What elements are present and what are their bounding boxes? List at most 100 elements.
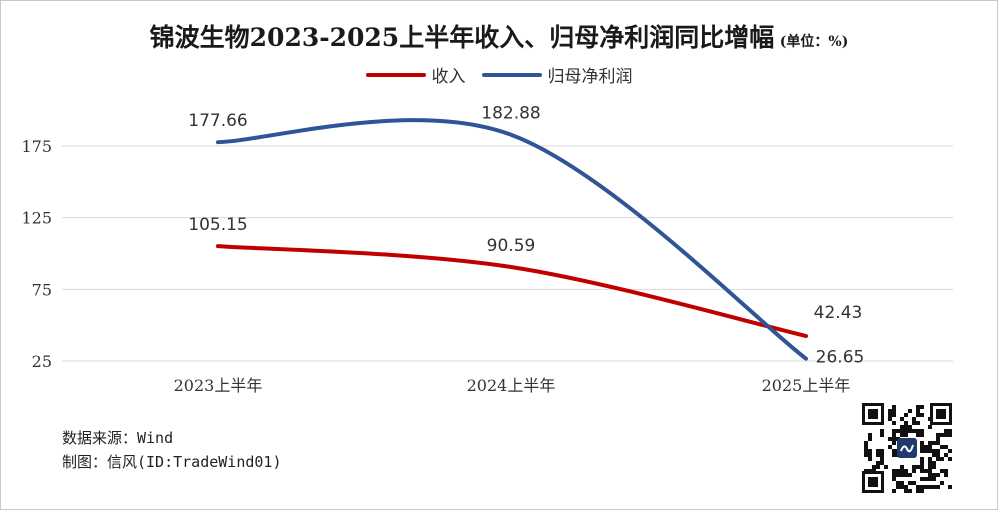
qr-module — [892, 437, 896, 441]
qr-module — [936, 453, 940, 457]
y-tick-label: 125 — [21, 209, 52, 228]
qr-module — [928, 425, 932, 429]
qr-module — [948, 429, 952, 433]
qr-module — [928, 457, 932, 461]
qr-module — [928, 473, 932, 477]
qr-module — [892, 409, 896, 413]
qr-module — [900, 481, 904, 485]
qr-module — [936, 437, 940, 441]
qr-module — [936, 441, 940, 445]
qr-module — [920, 489, 924, 493]
qr-module — [924, 445, 928, 449]
qr-module — [928, 465, 932, 469]
series-line-profit — [216, 118, 808, 361]
qr-module — [928, 441, 932, 445]
qr-module — [908, 489, 912, 493]
qr-module — [896, 481, 900, 485]
legend-label-revenue: 收入 — [431, 67, 466, 87]
qr-module — [872, 469, 876, 473]
qr-module — [916, 429, 920, 433]
legend: 收入 归母净利润 — [0, 62, 998, 87]
qr-module — [892, 453, 896, 457]
qr-module — [900, 465, 904, 469]
qr-module — [904, 413, 908, 417]
qr-module — [928, 469, 932, 473]
qr-module — [932, 485, 936, 489]
qr-module — [920, 433, 924, 437]
qr-module — [924, 469, 928, 473]
qr-module — [940, 445, 944, 449]
data-source-text: 数据来源：Wind — [62, 429, 174, 447]
qr-module — [864, 441, 868, 445]
qr-module — [880, 457, 884, 461]
qr-module — [904, 489, 908, 493]
qr-module — [940, 481, 944, 485]
qr-module — [904, 421, 908, 425]
y-tick-label: 25 — [32, 352, 52, 371]
qr-module — [916, 405, 920, 409]
qr-module — [920, 413, 924, 417]
qr-module — [936, 485, 940, 489]
qr-module — [900, 429, 904, 433]
qr-module — [904, 473, 908, 477]
qr-module — [924, 449, 928, 453]
qr-module — [916, 465, 920, 469]
qr-module — [908, 481, 912, 485]
qr-module — [948, 457, 952, 461]
qr-module — [916, 433, 920, 437]
qr-module — [944, 469, 948, 473]
qr-module — [904, 425, 908, 429]
qr-module — [864, 449, 868, 453]
qr-module — [928, 445, 932, 449]
qr-module — [908, 429, 912, 433]
qr-module — [888, 409, 892, 413]
data-label-revenue: 105.15 — [188, 215, 247, 235]
y-axis-ticks: 25 75 125 175 — [21, 137, 52, 371]
data-label-profit: 182.88 — [481, 104, 540, 124]
qr-module — [868, 437, 872, 441]
x-tick-label: 2023上半年 — [174, 376, 263, 395]
qr-module — [928, 417, 932, 421]
x-axis-ticks: 2023上半年 2024上半年 2025上半年 — [174, 376, 851, 395]
qr-module — [932, 461, 936, 465]
qr-module — [892, 421, 896, 425]
qr-module — [932, 441, 936, 445]
data-label-revenue: 90.59 — [487, 236, 536, 256]
qr-module — [932, 453, 936, 457]
series-lines — [216, 118, 808, 361]
qr-module — [876, 465, 880, 469]
qr-module — [928, 485, 932, 489]
title-main: 锦波生物2023-2025上半年收入、归母净利润同比增幅 — [149, 23, 775, 52]
qr-module — [912, 481, 916, 485]
qr-module — [876, 453, 880, 457]
legend-swatch-revenue — [365, 72, 426, 77]
legend-label-profit: 归母净利润 — [547, 67, 633, 87]
made-by-text: 制图：信风(ID:TradeWind01) — [62, 453, 282, 471]
qr-module — [920, 441, 924, 445]
data-label-revenue: 42.43 — [814, 303, 863, 323]
qr-module — [884, 465, 888, 469]
qr-module — [868, 457, 872, 461]
qr-module — [924, 485, 928, 489]
qr-module — [928, 477, 932, 481]
qr-module — [948, 485, 952, 489]
qr-module — [892, 477, 896, 481]
qr-module — [904, 485, 908, 489]
qr-module — [876, 461, 880, 465]
data-label-profit: 26.65 — [816, 348, 865, 368]
qr-module — [912, 421, 916, 425]
qr-module — [916, 409, 920, 413]
qr-module — [868, 469, 872, 473]
qr-module — [880, 433, 884, 437]
data-labels: 105.15 90.59 42.43 177.66 182.88 26.65 — [188, 104, 864, 368]
qr-module — [892, 441, 896, 445]
qr-module — [908, 473, 912, 477]
qr-module — [892, 473, 896, 477]
qr-module — [940, 469, 944, 473]
qr-module — [920, 445, 924, 449]
qr-module — [944, 429, 948, 433]
qr-module — [880, 429, 884, 433]
qr-module — [916, 485, 920, 489]
qr-module — [880, 461, 884, 465]
